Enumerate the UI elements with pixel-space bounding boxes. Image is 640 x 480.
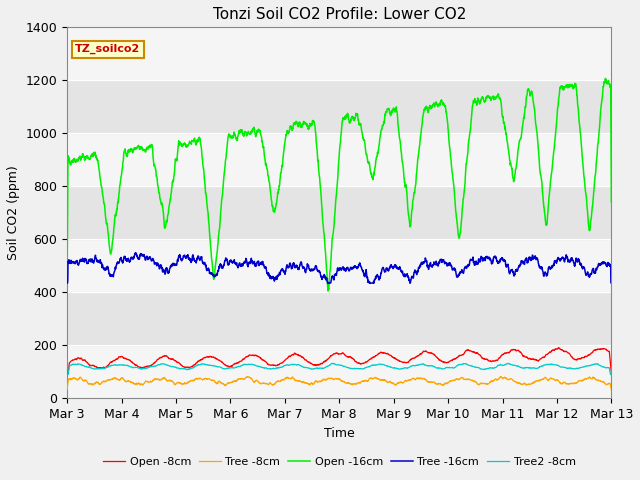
Tree -8cm	[243, 373, 251, 379]
Open -8cm	[123, 356, 131, 362]
Open -16cm	[105, 241, 113, 247]
Tree2 -8cm	[105, 363, 113, 369]
Open -16cm	[607, 199, 615, 205]
Tree -16cm	[105, 271, 113, 276]
Tree -8cm	[105, 377, 113, 383]
Bar	[67, 346, 611, 398]
Tree2 -8cm	[525, 365, 532, 371]
Open -16cm	[63, 274, 71, 280]
Bar	[67, 292, 611, 346]
Legend: Open -8cm, Tree -8cm, Open -16cm, Tree -16cm, Tree2 -8cm: Open -8cm, Tree -8cm, Open -16cm, Tree -…	[99, 452, 580, 471]
Title: Tonzi Soil CO2 Profile: Lower CO2: Tonzi Soil CO2 Profile: Lower CO2	[212, 7, 466, 22]
Open -16cm	[123, 152, 131, 157]
Tree -16cm	[138, 252, 146, 258]
Open -8cm	[310, 362, 318, 368]
Line: Tree -8cm: Tree -8cm	[67, 376, 611, 390]
Y-axis label: Soil CO2 (ppm): Soil CO2 (ppm)	[7, 166, 20, 260]
Tree -8cm	[607, 387, 615, 393]
Tree2 -8cm	[138, 366, 146, 372]
Tree -8cm	[123, 379, 131, 384]
Tree2 -8cm	[63, 372, 71, 377]
Tree2 -8cm	[310, 366, 318, 372]
Open -8cm	[524, 356, 532, 361]
Open -16cm	[310, 120, 318, 125]
Tree2 -8cm	[607, 372, 615, 377]
Open -16cm	[78, 155, 86, 160]
Line: Tree -16cm: Tree -16cm	[67, 252, 611, 283]
Tree -16cm	[78, 258, 86, 264]
Open -16cm	[138, 144, 146, 150]
Open -16cm	[324, 288, 332, 294]
Tree2 -8cm	[78, 362, 86, 368]
Open -8cm	[607, 370, 615, 376]
Open -8cm	[105, 361, 113, 367]
Tree -16cm	[310, 266, 318, 272]
Line: Open -8cm: Open -8cm	[67, 348, 611, 374]
Open -8cm	[138, 365, 146, 371]
Bar	[67, 27, 611, 80]
Tree -16cm	[132, 250, 140, 255]
Tree -8cm	[138, 382, 146, 387]
Tree -8cm	[63, 386, 71, 392]
Tree -16cm	[607, 280, 615, 286]
Open -16cm	[525, 86, 532, 92]
Open -8cm	[63, 372, 71, 377]
Text: TZ_soilco2: TZ_soilco2	[76, 44, 141, 54]
Open -8cm	[555, 345, 563, 350]
Tree2 -8cm	[504, 360, 512, 366]
Tree -8cm	[78, 377, 86, 383]
Tree -8cm	[525, 382, 532, 387]
Bar	[67, 186, 611, 240]
Tree -16cm	[63, 280, 71, 286]
Tree -16cm	[525, 258, 532, 264]
Bar	[67, 80, 611, 133]
Line: Tree2 -8cm: Tree2 -8cm	[67, 363, 611, 374]
Line: Open -16cm: Open -16cm	[67, 78, 611, 291]
Bar	[67, 240, 611, 292]
Bar	[67, 133, 611, 186]
Tree2 -8cm	[123, 363, 131, 369]
Open -8cm	[78, 357, 86, 362]
Tree -8cm	[310, 380, 318, 385]
X-axis label: Time: Time	[324, 427, 355, 440]
Open -16cm	[602, 75, 609, 81]
Tree -16cm	[123, 257, 131, 263]
